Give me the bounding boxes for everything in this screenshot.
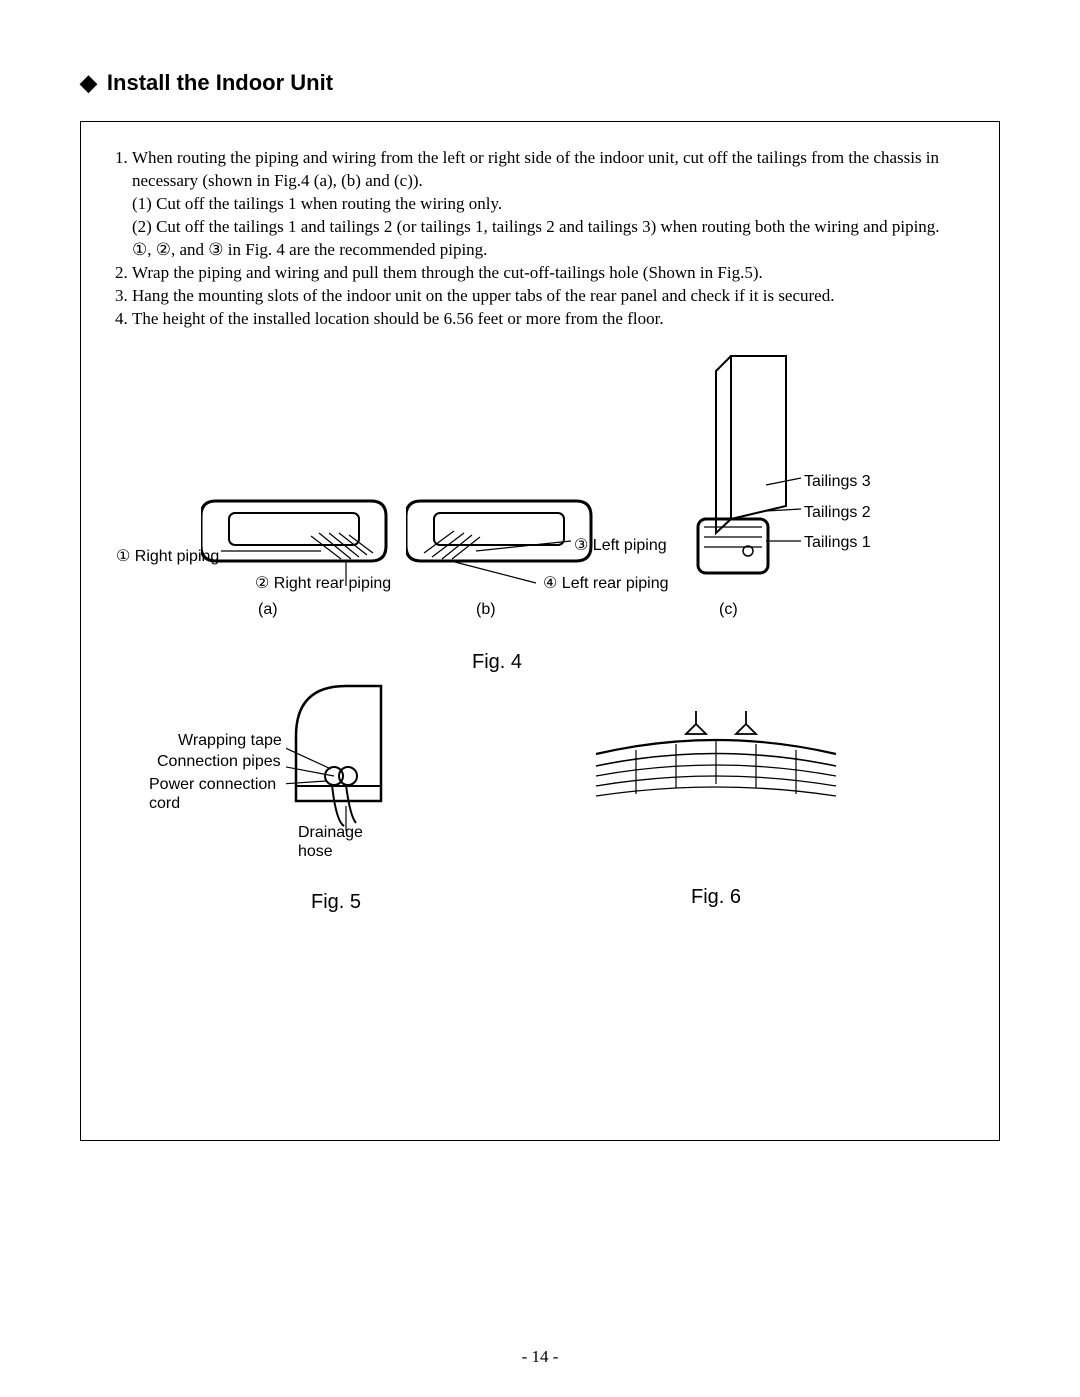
section-title-text: Install the Indoor Unit: [107, 70, 333, 96]
list-item-text: Wrap the piping and wiring and pull them…: [132, 263, 763, 282]
page-number: - 14 -: [0, 1347, 1080, 1367]
fig4-left-piping-label: ③ Left piping: [574, 535, 667, 555]
list-sub-item: (1) Cut off the tailings 1 when routing …: [132, 193, 974, 216]
fig6-caption: Fig. 6: [691, 886, 741, 909]
page: ◆ Install the Indoor Unit When routing t…: [0, 0, 1080, 1397]
fig5-drainage-hose-label: Drainage hose: [298, 823, 378, 861]
fig5-wrapping-tape-label: Wrapping tape: [178, 732, 282, 750]
list-item: Wrap the piping and wiring and pull them…: [132, 262, 974, 285]
fig4-tailings3-label: Tailings 3: [804, 473, 871, 491]
list-item-text: When routing the piping and wiring from …: [132, 148, 939, 190]
list-item: Hang the mounting slots of the indoor un…: [132, 285, 974, 308]
list-item-text: Hang the mounting slots of the indoor un…: [132, 286, 834, 305]
fig4-caption: Fig. 4: [472, 651, 522, 674]
fig4-left-rear-piping-label: ④ Left rear piping: [543, 573, 669, 593]
fig4-right-piping-label: ① Right piping: [116, 546, 219, 566]
content-box: When routing the piping and wiring from …: [80, 121, 1000, 1141]
list-item-text: The height of the installed location sho…: [132, 309, 664, 328]
fig4-right-rear-piping-label: ② Right rear piping: [255, 573, 391, 593]
fig5-power-cord-label: Power connection cord: [149, 775, 284, 813]
fig5-caption: Fig. 5: [311, 891, 361, 914]
list-sub-item: (2) Cut off the tailings 1 and tailings …: [132, 216, 974, 239]
diamond-icon: ◆: [80, 70, 97, 96]
fig4-tailings1-label: Tailings 1: [804, 534, 871, 552]
fig6-diagram: [586, 706, 846, 826]
fig4-tailings2-label: Tailings 2: [804, 504, 871, 522]
figures-area: ① Right piping ② Right rear piping ③ Lef…: [106, 351, 974, 911]
fig4a-diagram: [201, 491, 401, 611]
fig4-b-label: (b): [476, 601, 496, 619]
fig4-c-label: (c): [719, 601, 738, 619]
list-sub-item: ①, ②, and ③ in Fig. 4 are the recommende…: [132, 239, 974, 262]
instruction-list: When routing the piping and wiring from …: [106, 147, 974, 331]
fig5-connection-pipes-label: Connection pipes: [157, 753, 281, 771]
fig4c-diagram: [686, 351, 846, 591]
fig4-a-label: (a): [258, 601, 278, 619]
list-item: The height of the installed location sho…: [132, 308, 974, 331]
section-title: ◆ Install the Indoor Unit: [80, 70, 1000, 96]
list-item: When routing the piping and wiring from …: [132, 147, 974, 262]
